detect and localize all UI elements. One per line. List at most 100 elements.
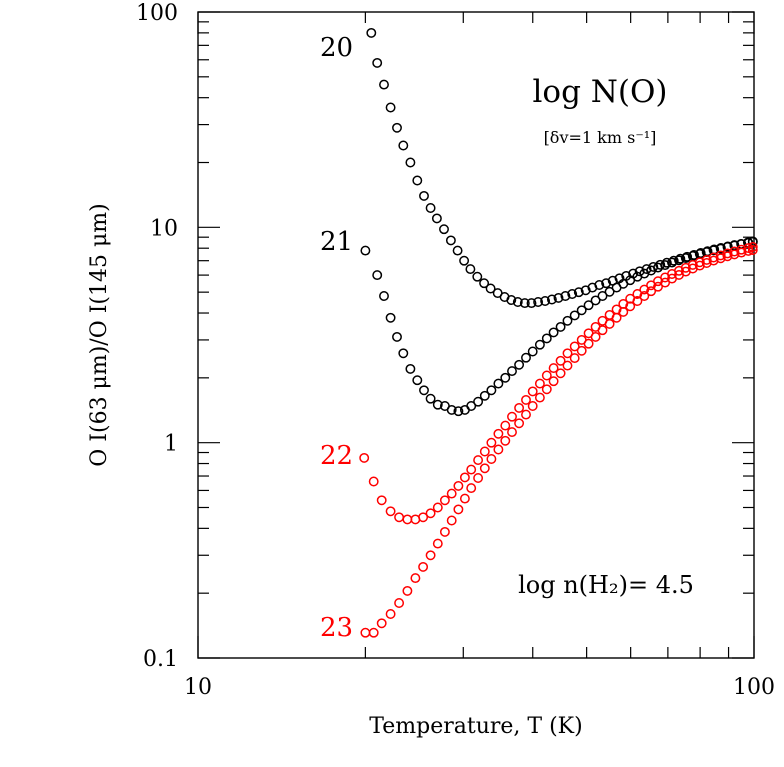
data-point-series-20 [419,190,429,201]
data-point-series-21 [473,396,484,407]
data-point-series-22 [555,355,566,366]
y-axis-label: O I(63 μm)/O I(145 μm) [87,203,112,466]
data-point-series-23 [418,561,429,572]
data-point-series-22 [562,348,573,359]
data-point-series-20 [452,245,463,256]
axis-ticks [197,11,755,659]
data-point-series-23 [521,409,531,420]
data-point-series-22 [394,512,405,523]
data-point-series-23 [604,318,615,329]
data-point-series-21 [514,359,525,370]
data-point-series-21 [583,300,594,311]
data-point-series-20 [526,298,537,309]
data-point-series-23 [432,538,443,549]
data-point-series-21 [379,291,389,301]
data-point-series-22 [368,476,379,487]
data-points [359,27,758,638]
data-point-series-20 [431,213,442,224]
data-point-series-21 [453,406,464,417]
data-point-series-22 [385,506,396,517]
data-point-series-21 [486,385,497,396]
data-point-series-22 [418,512,429,523]
y-tick-label: 100 [136,1,178,26]
data-point-series-21 [541,333,552,344]
data-point-series-23 [632,296,643,306]
data-point-series-22 [743,243,754,254]
data-point-series-20 [398,140,409,151]
tick-labels: 10 100 0.1 1 10 100 [136,1,775,700]
data-point-series-21 [385,312,396,323]
data-point-series-20 [689,249,699,260]
data-point-series-22 [715,250,726,261]
data-point-series-23 [507,427,517,438]
data-point-series-20 [439,224,449,235]
data-point-series-22 [514,402,525,413]
data-point-series-21 [680,253,691,264]
data-point-series-22 [466,464,477,475]
data-point-series-20 [519,298,530,309]
data-point-series-20 [459,255,470,266]
series-label-21: 21 [320,227,353,257]
data-point-series-22 [507,411,517,422]
data-point-series-20 [553,292,564,303]
data-point-series-23 [743,245,754,256]
data-point-series-20 [372,57,383,68]
data-point-series-22 [459,472,470,483]
x-tick-label: 10 [184,675,212,700]
data-point-series-23 [439,526,450,537]
data-point-series-20 [560,291,571,301]
data-point-series-23 [562,360,573,371]
data-point-series-23 [715,253,726,264]
data-point-series-20 [379,79,389,90]
data-point-series-20 [675,253,686,264]
data-point-series-23 [527,401,538,411]
data-point-series-23 [722,251,733,262]
data-point-series-20 [533,297,544,307]
data-point-series-22 [376,495,387,506]
data-point-series-23 [514,418,525,429]
data-point-series-23 [479,463,490,474]
data-point-series-21 [507,366,517,377]
data-point-series-20 [366,27,377,38]
data-point-series-23 [394,598,405,608]
data-point-series-22 [446,488,457,499]
data-point-series-23 [493,444,504,455]
data-point-series-23 [548,376,559,387]
data-point-series-20 [540,296,551,306]
data-point-series-22 [493,428,504,439]
data-point-series-21 [527,346,538,357]
data-point-series-23 [569,353,580,364]
data-point-series-22 [359,452,370,463]
data-point-series-22 [473,455,484,466]
data-point-series-23 [625,301,636,312]
data-point-series-22 [708,252,719,263]
data-point-series-20 [655,259,666,270]
density-annotation: log n(H₂)= 4.5 [518,571,694,599]
data-point-series-20 [425,203,436,213]
data-point-series-21 [667,257,677,268]
data-point-series-23 [446,515,457,526]
series-label-22: 22 [320,441,353,471]
data-point-series-21 [604,286,615,297]
data-point-series-23 [410,573,421,584]
data-point-series-20 [567,289,578,299]
data-point-series-22 [425,508,436,519]
data-point-series-21 [555,321,566,332]
x-tick-label: 100 [733,675,775,700]
data-point-series-20 [682,251,693,262]
data-point-series-20 [601,278,612,289]
data-point-series-21 [425,393,436,404]
data-point-series-22 [541,370,552,381]
data-point-series-22 [486,437,497,448]
data-point-series-22 [500,420,511,431]
data-point-series-20 [405,157,416,168]
data-point-series-22 [527,386,538,397]
data-point-series-23 [583,338,594,349]
data-point-series-21 [562,315,573,326]
data-point-series-23 [701,258,712,268]
data-point-series-20 [594,280,605,290]
y-tick-label: 10 [150,216,178,241]
data-point-series-22 [453,480,464,491]
data-point-series-23 [368,627,379,638]
data-point-series-21 [674,255,684,266]
